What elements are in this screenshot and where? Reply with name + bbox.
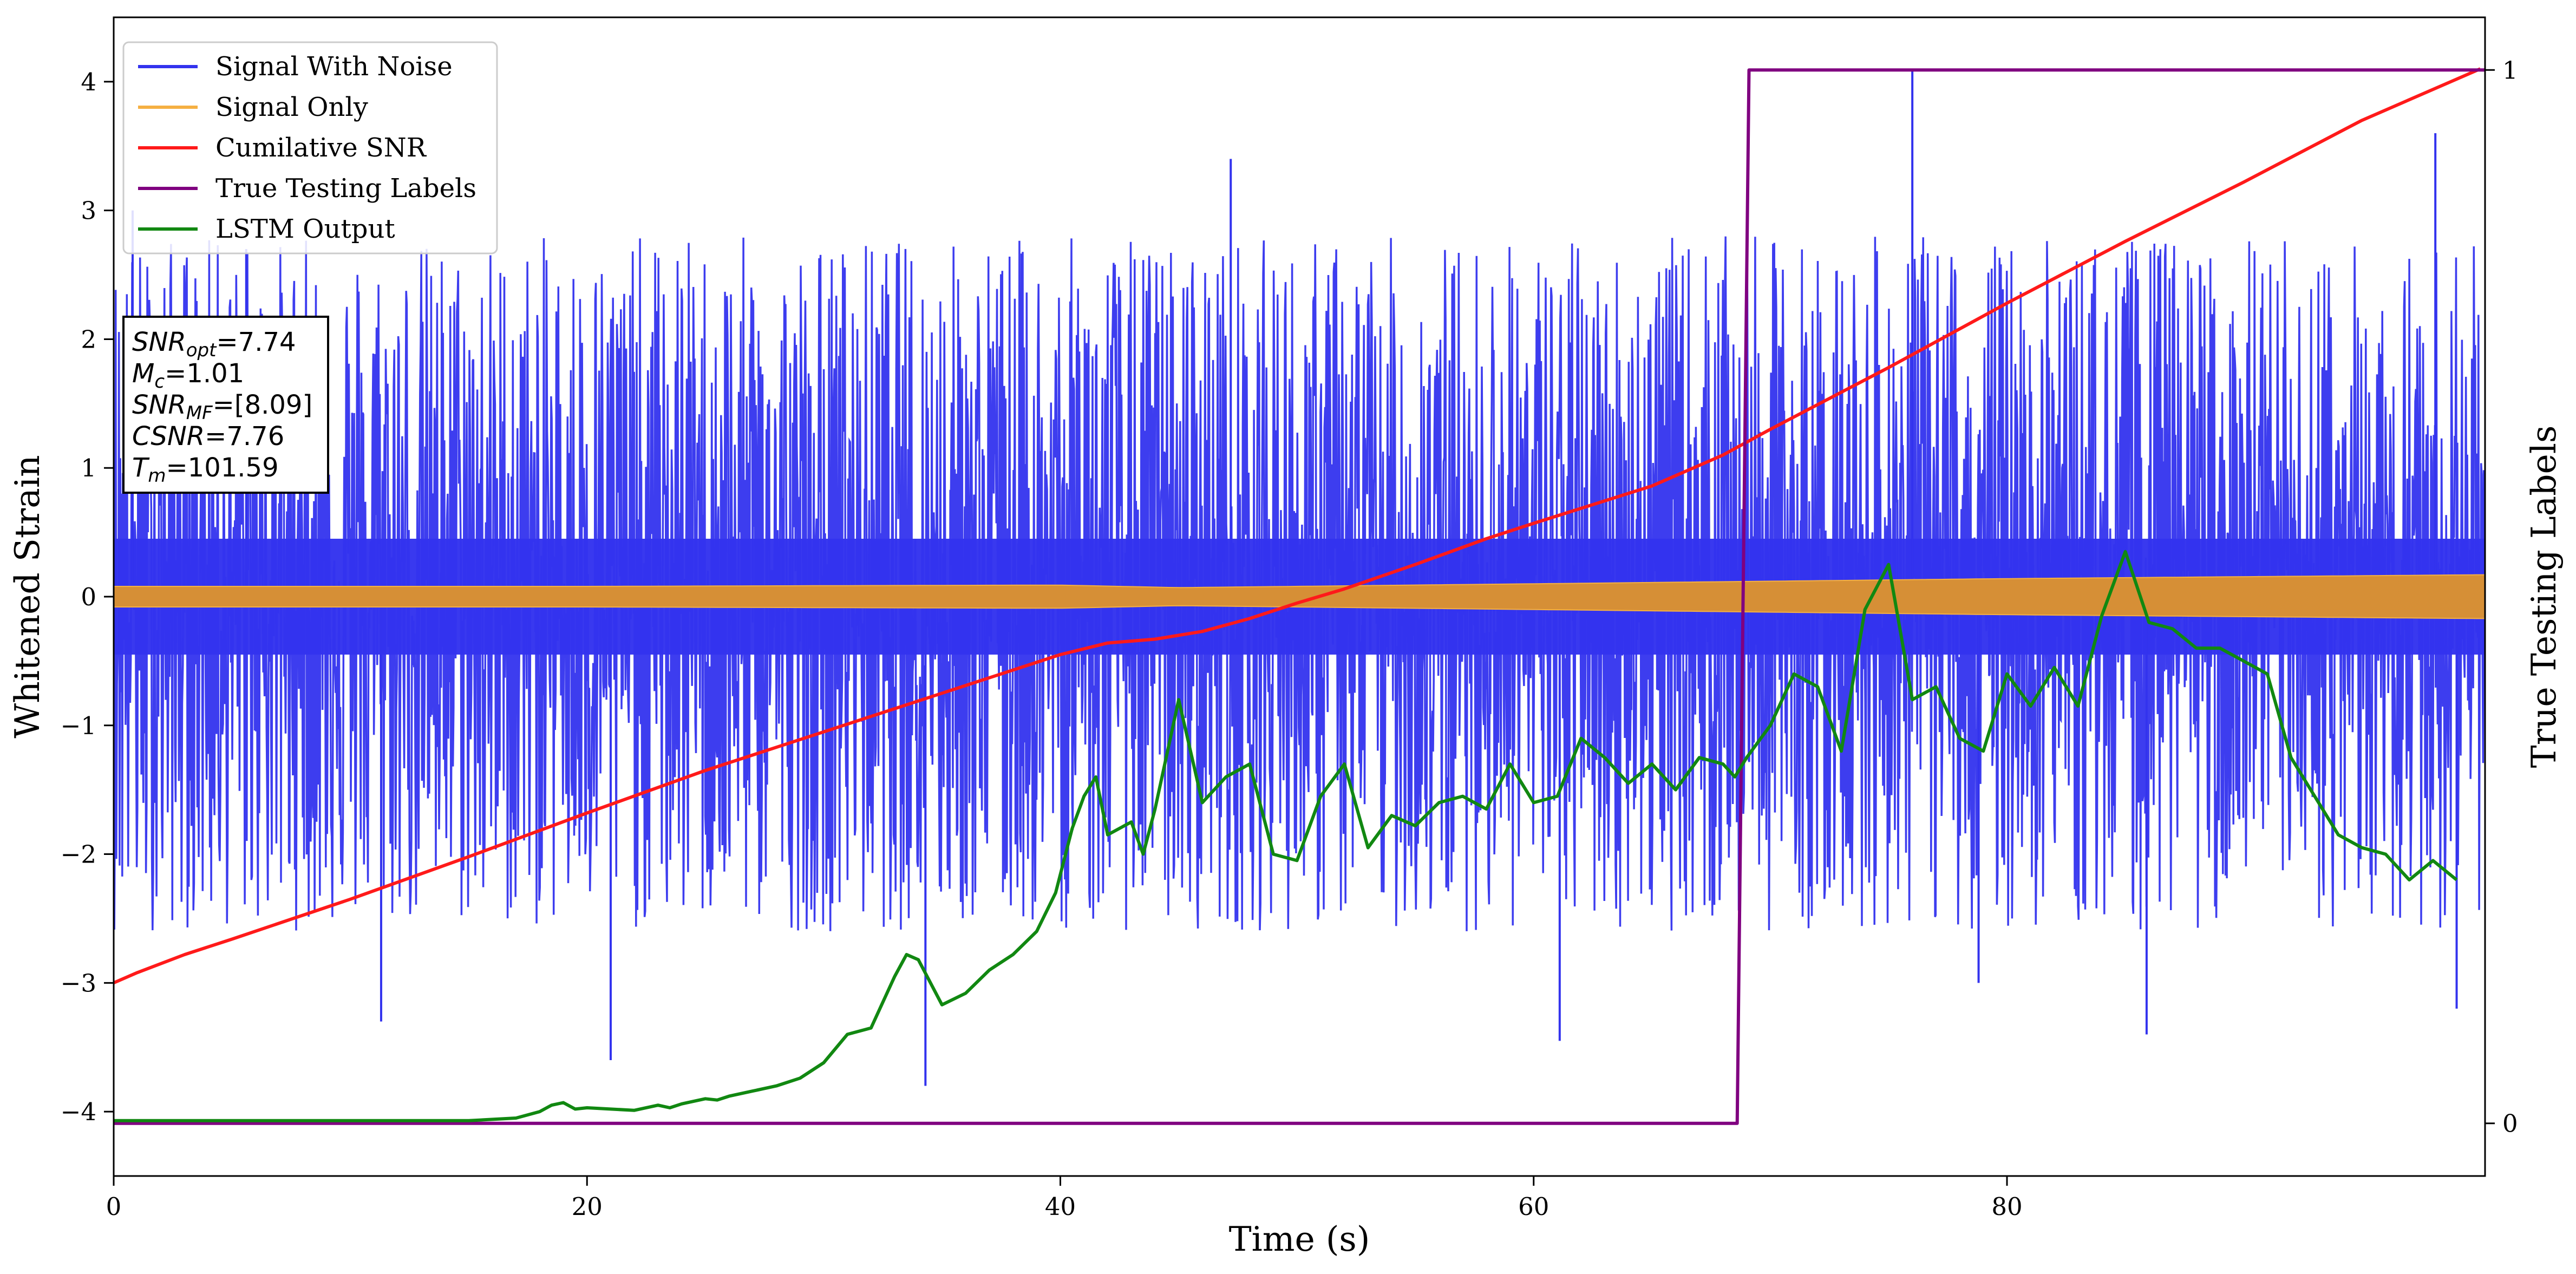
y-tick-label: 0 xyxy=(81,583,96,611)
legend-label: Cumilative SNR xyxy=(215,133,427,163)
y-tick-label: −2 xyxy=(61,840,96,869)
x-tick-label: 60 xyxy=(1518,1192,1549,1221)
legend-label: Signal With Noise xyxy=(215,51,453,82)
series-lstm-output xyxy=(114,550,2458,1122)
y-tick-label: −3 xyxy=(61,969,96,997)
legend-label: LSTM Output xyxy=(215,214,395,244)
series-true-testing-labels xyxy=(114,68,2485,1125)
annotation-frame xyxy=(122,316,329,494)
y-right-tick-label: 1 xyxy=(2502,56,2518,84)
x-tick-label: 40 xyxy=(1045,1192,1076,1221)
y-tick-label: 3 xyxy=(81,197,96,225)
annotation-line: SNRMF=[8.09] xyxy=(132,390,312,424)
y-tick-label: −4 xyxy=(61,1097,96,1126)
x-tick-label: 0 xyxy=(106,1192,122,1221)
series-cumilative-snr xyxy=(114,67,2481,985)
y-tick-label: −1 xyxy=(61,711,96,740)
y-tick-label: 2 xyxy=(81,325,96,354)
legend-box xyxy=(122,41,498,254)
y-axis-title: Whitened Strain xyxy=(8,455,47,738)
annotation-line: SNRopt=7.74 xyxy=(132,327,296,361)
x-axis-title: Time (s) xyxy=(1229,1219,1370,1259)
annotation-box: SNRopt=7.74Mc=1.01SNRMF=[8.09]CSNR=7.76T… xyxy=(122,316,329,494)
legend-label: True Testing Labels xyxy=(215,173,476,204)
legend-label: Signal Only xyxy=(215,92,368,122)
x-tick-label: 80 xyxy=(1991,1192,2022,1221)
x-tick-label: 20 xyxy=(572,1192,603,1221)
annotation-line: CSNR=7.76 xyxy=(132,421,284,452)
annotation-line: Tm=101.59 xyxy=(132,453,279,487)
y-tick-label: 4 xyxy=(81,68,96,96)
annotation-line: Mc=1.01 xyxy=(132,358,244,393)
y-right-axis-title: True Testing Labels xyxy=(2524,426,2564,768)
y-right-tick-label: 0 xyxy=(2502,1109,2518,1138)
y-tick-label: 1 xyxy=(81,454,96,482)
series-layer xyxy=(114,67,2485,1125)
legend: Signal With Noise Signal Only Cumilative S… xyxy=(122,41,498,254)
